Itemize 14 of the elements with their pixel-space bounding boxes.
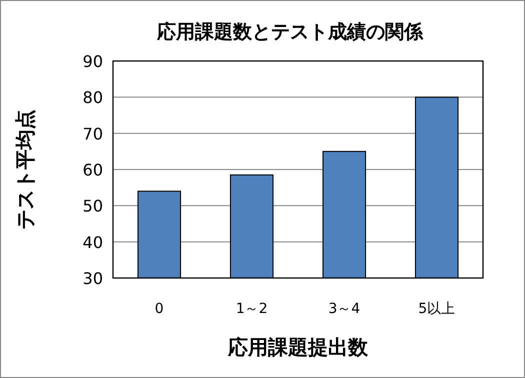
y-tick-label: 90 (82, 52, 103, 71)
y-tick-label: 60 (82, 160, 103, 180)
x-axis-title: 応用課題提出数 (227, 335, 369, 359)
x-tick-label: 0 (154, 301, 164, 317)
y-tick-label: 80 (82, 88, 103, 108)
y-tick-label: 70 (82, 124, 103, 144)
x-tick-label: 3～4 (328, 301, 360, 317)
chart-title: 応用課題数とテスト成績の関係 (156, 21, 424, 43)
x-tick-label: 1～2 (236, 301, 268, 317)
y-axis-title: テスト平均点 (13, 110, 37, 230)
x-tick-label: 5以上 (418, 301, 456, 317)
y-tick-label: 40 (82, 232, 103, 252)
y-tick-label: 50 (82, 196, 103, 216)
y-tick-label: 30 (82, 269, 103, 288)
